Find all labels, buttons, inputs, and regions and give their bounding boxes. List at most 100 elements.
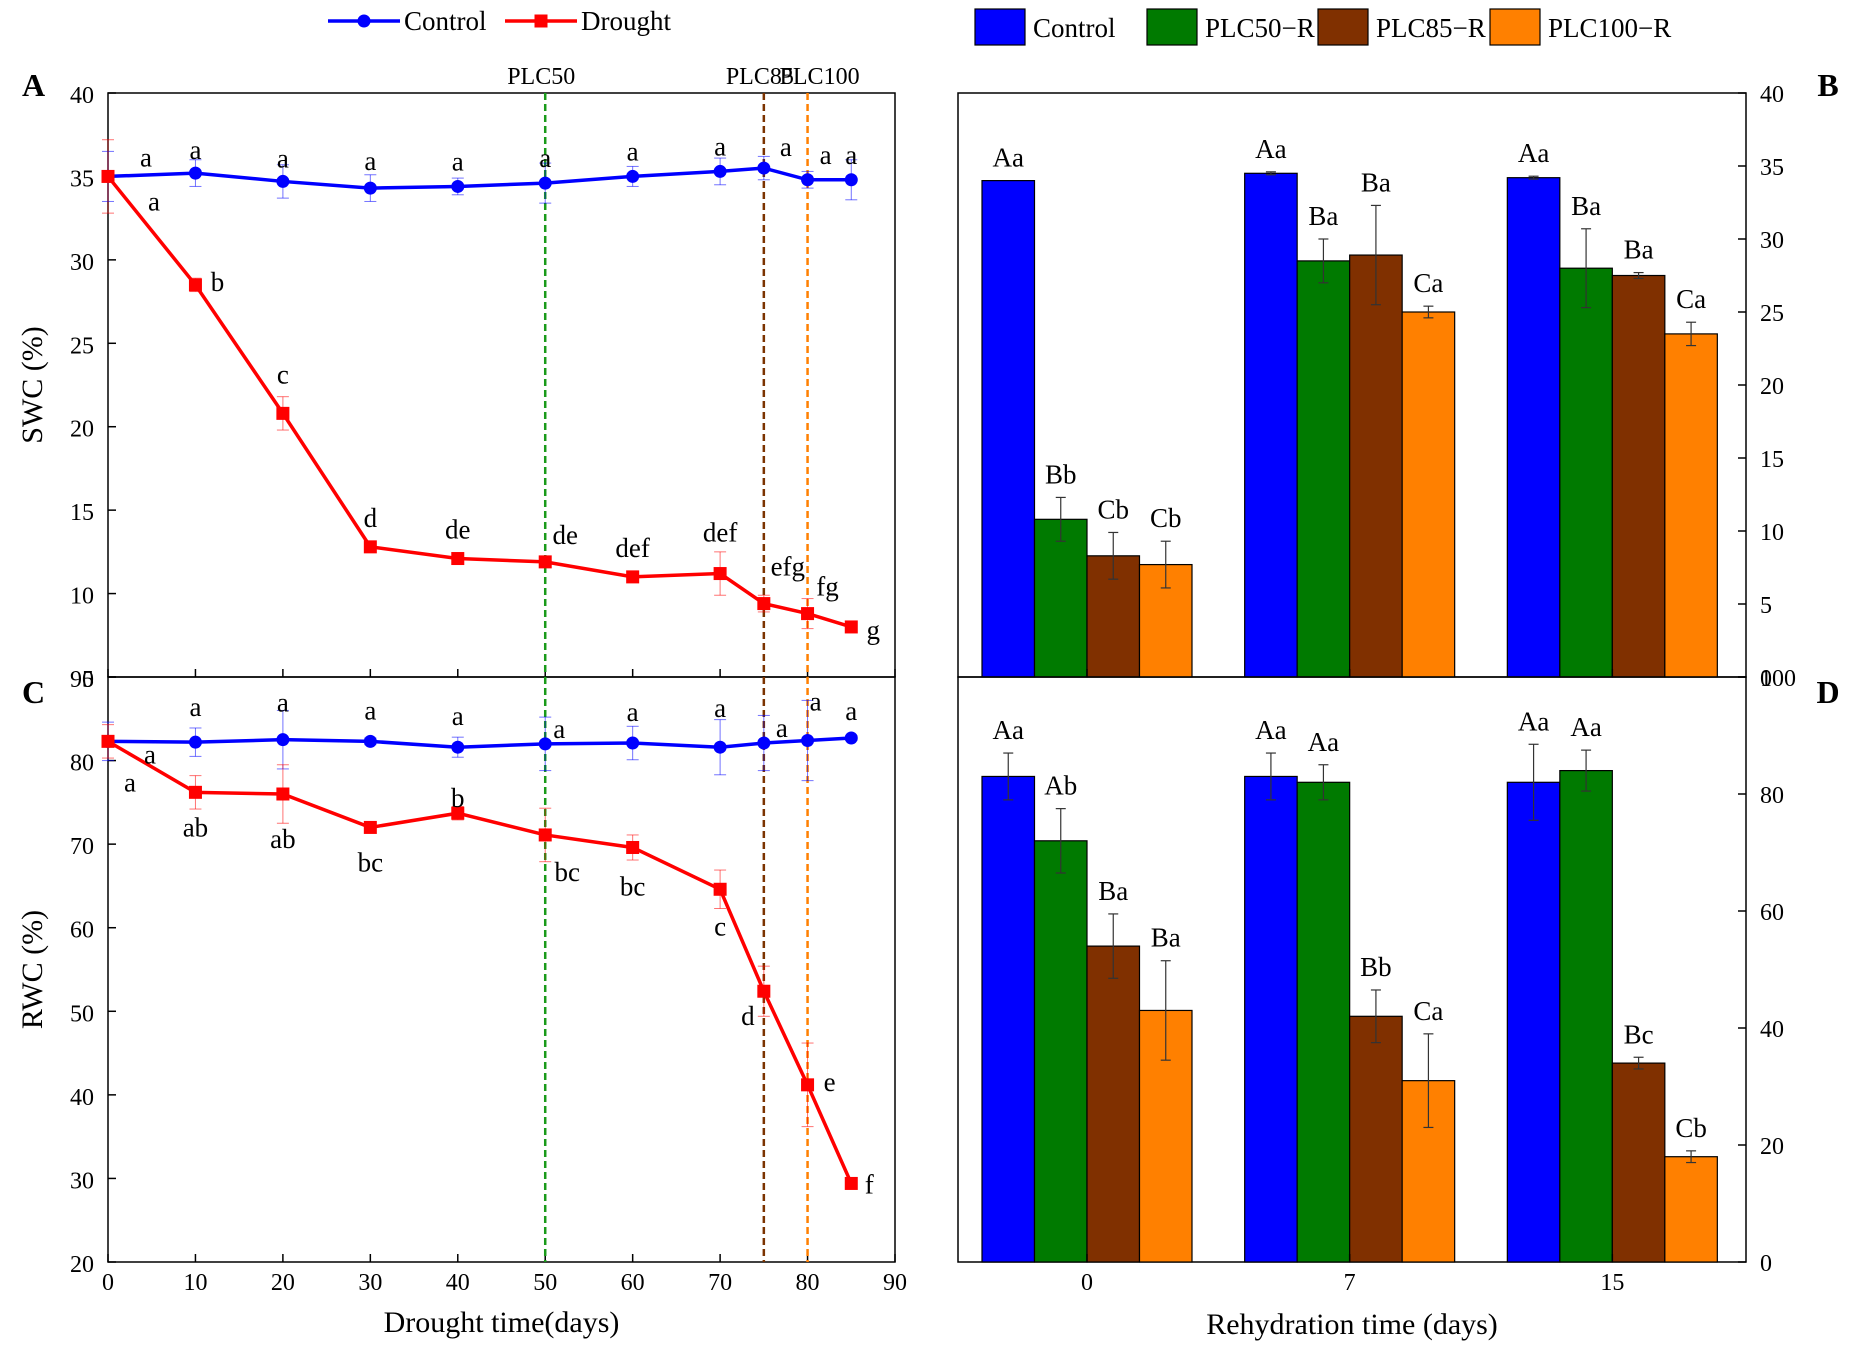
significance-label: a — [627, 136, 639, 166]
series-line-control — [107, 736, 852, 749]
significance-label: Ba — [1098, 876, 1128, 906]
significance-label: b — [451, 783, 465, 813]
data-point-drought — [276, 406, 290, 420]
data-point-control — [363, 734, 377, 748]
bar-plc100-r — [1664, 333, 1718, 678]
significance-label: Aa — [1308, 727, 1339, 757]
data-point-control — [757, 161, 771, 175]
panel-letter: A — [22, 67, 45, 103]
legend-swatch-control — [974, 8, 1026, 46]
significance-label: Cb — [1097, 494, 1129, 524]
significance-label: Aa — [993, 143, 1024, 173]
y-axis-title: RWC (%) — [16, 910, 49, 1029]
significance-label: a — [452, 701, 464, 731]
significance-label: def — [703, 518, 737, 548]
bar-plc50-r — [1033, 518, 1088, 678]
x-axis-title: Rehydration time (days) — [1206, 1308, 1498, 1341]
significance-label: a — [539, 143, 551, 173]
y-tick-label: 30 — [70, 250, 94, 276]
significance-label: d — [741, 1001, 755, 1031]
significance-label: Aa — [1518, 138, 1549, 168]
y-tick-label: 35 — [1760, 155, 1784, 181]
significance-label: de — [552, 520, 578, 550]
significance-label: f — [865, 1169, 874, 1199]
significance-label: a — [452, 146, 464, 176]
y-tick-label: 25 — [70, 333, 94, 359]
y-tick-label: 90 — [70, 667, 94, 693]
y-tick-label: 30 — [70, 1168, 94, 1194]
significance-label: ab — [270, 824, 295, 854]
significance-label: Bc — [1624, 1019, 1654, 1049]
data-point-drought — [538, 555, 552, 569]
legend-label: Control — [1033, 13, 1116, 43]
significance-label: Ba — [1308, 201, 1338, 231]
data-point-drought — [801, 607, 815, 621]
data-point-drought — [626, 840, 640, 854]
data-point-drought — [626, 570, 640, 584]
data-point-control — [713, 164, 727, 178]
panel-b-swc-bar-chart: 0 5 10 15 20 25 30 35 40 Aa Bb Cb Cb Aa Ba Ba Ca Aa Ba Ba Ca… — [957, 67, 1839, 692]
bar-plc100-r — [1664, 1156, 1718, 1263]
bar-plc85-r — [1611, 274, 1666, 678]
data-point-control — [801, 173, 815, 187]
legend-swatch-plc100-r — [1489, 8, 1541, 46]
significance-label: Ba — [1624, 235, 1654, 265]
significance-label: b — [211, 267, 225, 297]
significance-label: Ba — [1571, 191, 1601, 221]
x-tick-label: 60 — [621, 1270, 645, 1296]
data-point-control — [626, 736, 640, 750]
significance-label: Cb — [1675, 1113, 1707, 1143]
data-point-drought — [538, 828, 552, 842]
legend-swatch-plc85-r — [1317, 8, 1369, 46]
legend-label: Control — [404, 6, 487, 36]
data-point-drought — [188, 278, 202, 292]
y-tick-label: 15 — [70, 500, 94, 526]
significance-label: Ca — [1413, 268, 1443, 298]
significance-label: Aa — [1570, 712, 1601, 742]
bar-plc85-r — [1086, 945, 1141, 1263]
legend-label: PLC85−R — [1376, 13, 1486, 43]
data-point-control — [844, 731, 858, 745]
significance-label: a — [714, 693, 726, 723]
data-point-drought — [757, 597, 771, 611]
data-point-drought — [451, 552, 465, 566]
significance-label: Aa — [1518, 706, 1549, 736]
significance-label: a — [277, 688, 289, 718]
significance-label: Aa — [993, 715, 1024, 745]
data-point-drought — [713, 567, 727, 581]
x-tick-label: 15 — [1600, 1270, 1624, 1296]
significance-label: efg — [771, 552, 805, 582]
y-tick-label: 80 — [1760, 783, 1784, 809]
series-line-drought — [107, 739, 853, 1185]
y-tick-label: 0 — [1760, 666, 1772, 692]
x-tick-label: 50 — [533, 1270, 557, 1296]
significance-label: g — [867, 615, 881, 645]
x-tick-label: 0 — [1081, 1270, 1093, 1296]
significance-label: a — [144, 739, 156, 769]
significance-label: a — [364, 146, 376, 176]
x-tick-label: 70 — [708, 1270, 732, 1296]
y-tick-label: 35 — [70, 166, 94, 192]
legend-label: PLC50−R — [1205, 13, 1315, 43]
x-tick-label: 80 — [796, 1270, 820, 1296]
data-point-control — [276, 174, 290, 188]
y-tick-label: 20 — [70, 1252, 94, 1278]
y-tick-label: 60 — [1760, 900, 1784, 926]
bar-plc50-r — [1296, 781, 1351, 1263]
data-point-drought — [757, 984, 771, 998]
significance-label: fg — [816, 572, 839, 602]
legend-left: Control Drought — [328, 6, 671, 36]
significance-label: d — [364, 503, 378, 533]
significance-label: Ba — [1361, 167, 1391, 197]
y-tick-label: 40 — [70, 83, 94, 109]
y-tick-label: 20 — [1760, 1134, 1784, 1160]
series-line-control — [107, 166, 852, 190]
bar-plc85-r — [1349, 254, 1403, 678]
data-point-control — [188, 166, 202, 180]
data-point-drought — [188, 785, 202, 799]
significance-label: Ab — [1044, 771, 1077, 801]
x-tick-label: 90 — [883, 1270, 907, 1296]
data-point-control — [363, 181, 377, 195]
plot-frame — [107, 676, 896, 1263]
